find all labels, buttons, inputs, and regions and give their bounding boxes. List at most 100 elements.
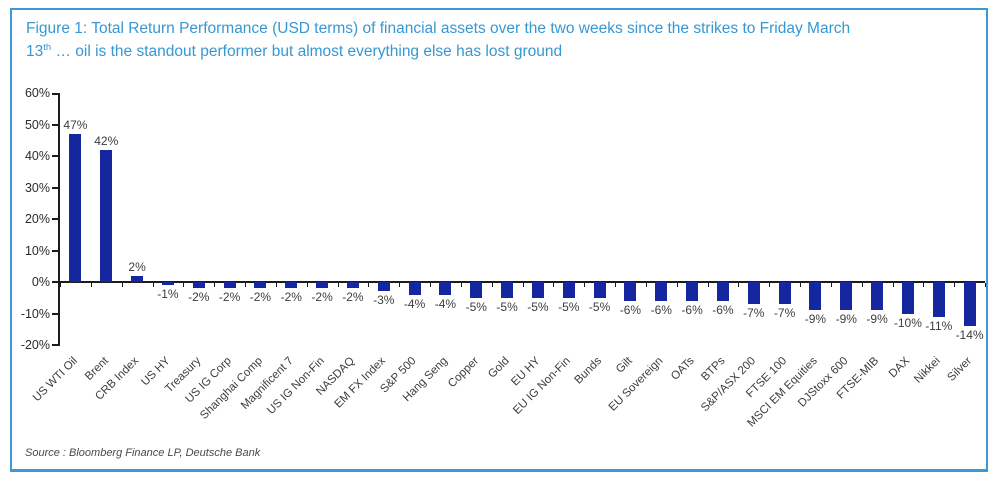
bar: [901, 282, 914, 314]
bar-value-label: -10%: [893, 315, 922, 330]
y-axis-tick-label: 0%: [31, 275, 50, 289]
bar-value-label: -5%: [527, 299, 549, 314]
figure-frame: Figure 1: Total Return Performance (USD …: [10, 8, 988, 472]
y-axis-tick-label: -10%: [20, 306, 50, 321]
bar-value-label: 42%: [94, 133, 119, 148]
bar-value-label: -6%: [619, 302, 642, 317]
bar: [100, 149, 113, 282]
x-axis-category-label: Silver: [945, 355, 975, 384]
bar-value-label: -5%: [588, 299, 611, 314]
y-axis-tick: [52, 344, 58, 346]
bar-value-label: 47%: [63, 117, 88, 132]
x-axis-tick: [368, 283, 370, 287]
x-axis-tick: [522, 283, 524, 287]
bar: [624, 282, 637, 301]
bar-value-label: -6%: [712, 302, 734, 317]
bar: [131, 275, 144, 282]
bar: [809, 282, 822, 311]
x-axis-tick: [491, 283, 493, 287]
bar-value-label: -11%: [925, 318, 953, 333]
x-axis-tick: [306, 283, 308, 287]
x-axis-tick: [861, 283, 863, 287]
x-axis-category-label: US WTI Oil: [30, 355, 80, 405]
bar-value-label: -6%: [650, 302, 672, 317]
y-axis-tick: [52, 249, 58, 252]
figure-title-line1: Figure 1: Total Return Performance (USD …: [26, 20, 851, 37]
bar: [408, 282, 421, 295]
y-axis-tick: [52, 218, 58, 220]
x-axis-tick: [553, 283, 555, 287]
x-axis-tick: [430, 283, 431, 287]
title-day-number: 13: [26, 43, 44, 60]
x-axis-category-label: EU IG Non-Fin: [511, 355, 574, 417]
bar: [747, 282, 760, 305]
bar: [285, 282, 298, 289]
y-axis-tick: [52, 312, 58, 315]
bar: [716, 282, 729, 301]
bar-value-label: -2%: [280, 290, 302, 305]
x-axis-tick: [90, 283, 92, 287]
source-note: Source : Bloomberg Finance LP, Deutsche …: [25, 447, 261, 459]
bar-value-label: -2%: [249, 290, 272, 305]
bar: [686, 282, 699, 301]
y-axis-tick-label: 10%: [24, 243, 50, 258]
x-axis-tick: [399, 283, 401, 287]
x-axis-tick: [245, 283, 246, 287]
bar-value-label: -2%: [218, 290, 241, 305]
x-axis-category-label: Gilt: [614, 355, 635, 376]
bar: [840, 282, 853, 311]
x-axis-category-label: DAX: [887, 355, 913, 381]
bar-value-label: -7%: [773, 306, 796, 321]
x-axis-tick: [60, 283, 61, 287]
y-axis-tick: [52, 281, 58, 283]
bar-value-label: -9%: [804, 312, 827, 327]
bar-value-label: -7%: [743, 306, 765, 321]
bar: [593, 282, 606, 298]
bar-value-label: 2%: [128, 259, 146, 274]
bar-value-label: -2%: [342, 290, 364, 305]
bar-value-label: -1%: [157, 287, 179, 302]
bar-value-label: -2%: [311, 290, 333, 305]
x-axis-tick: [214, 283, 216, 287]
x-axis-tick: [121, 283, 123, 287]
y-axis-tick-label: 40%: [24, 149, 50, 163]
figure-title-line2: 13th … oil is the standout performer but…: [26, 40, 972, 63]
title-remainder: … oil is the standout performer but almo…: [51, 43, 563, 60]
bar-value-label: -5%: [558, 299, 580, 314]
plot-area: 60% 50% 40% 30% 20% 10% 0% -10% -20% 47% 42% 2% -1% -…: [21, 86, 986, 352]
y-axis-tick-label: 20%: [24, 212, 50, 226]
x-axis-tick: [800, 283, 801, 287]
x-axis-category-label: BTPs: [699, 355, 728, 384]
x-axis-tick: [954, 283, 956, 287]
x-axis-tick: [615, 283, 616, 287]
x-axis-category-label: Nikkei: [912, 355, 944, 386]
figure-title: Figure 1: Total Return Performance (USD …: [12, 10, 986, 63]
x-axis-tick: [460, 283, 462, 287]
bar-value-label: -14%: [955, 328, 984, 343]
title-superscript: th: [43, 41, 52, 53]
bar-value-label: -9%: [835, 312, 857, 327]
bar: [223, 282, 236, 289]
y-axis-tick: [52, 186, 58, 189]
y-axis-tick-label: 60%: [24, 86, 50, 100]
bar: [161, 282, 174, 286]
bar-chart: 60% 50% 40% 30% 20% 10% 0% -10% -20% 47% 42% 2% -1% -…: [21, 86, 986, 453]
x-axis-tick: [830, 283, 832, 287]
x-axis-tick: [738, 283, 740, 287]
x-axis-category-label: Gold: [485, 355, 512, 381]
x-axis-tick: [707, 283, 709, 287]
x-axis-tick: [892, 283, 894, 287]
x-axis-tick: [275, 283, 277, 287]
bar-value-label: -5%: [465, 299, 487, 314]
bar: [377, 282, 390, 292]
y-axis-tick-label: 50%: [24, 117, 50, 132]
bar: [192, 282, 205, 289]
x-axis-tick: [923, 283, 925, 287]
bar: [470, 282, 483, 298]
x-axis-tick: [183, 283, 185, 287]
bar: [778, 282, 791, 305]
bar-value-label: -2%: [188, 290, 210, 305]
bar-value-label: -5%: [496, 299, 518, 314]
y-axis-line: [58, 93, 60, 346]
x-axis-category-label: Brent: [82, 355, 111, 383]
